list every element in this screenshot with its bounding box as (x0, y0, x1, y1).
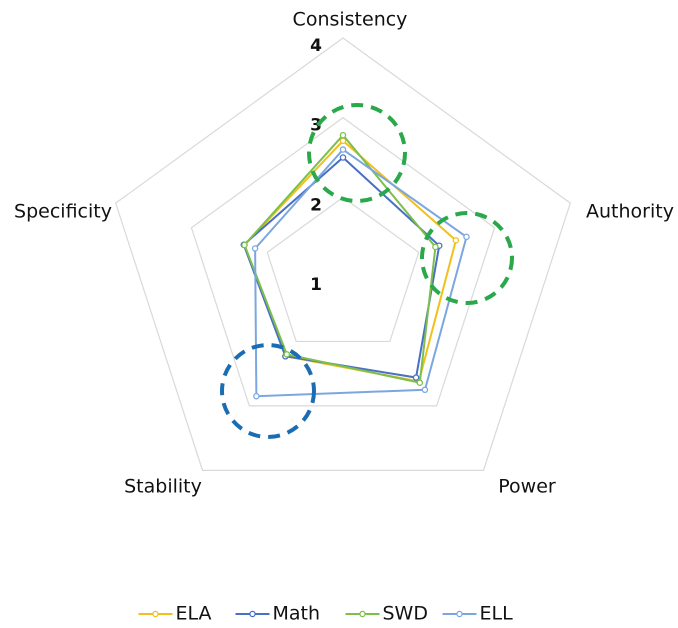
marker (463, 233, 470, 241)
plot: 1 2 3 4 Consistency Authority Power Stability Sp… (14, 9, 674, 625)
marker (421, 386, 429, 394)
marker (251, 245, 259, 252)
highlight-circle (307, 103, 407, 203)
y-tick-label: 2 (310, 195, 322, 215)
annotations (220, 103, 514, 439)
y-tick-label: 4 (310, 36, 322, 56)
legend-marker (456, 610, 463, 618)
series-line (243, 133, 437, 384)
marker (416, 379, 424, 386)
legend-marker (152, 610, 159, 618)
grid-line (190, 116, 496, 407)
axis-label: Consistency (293, 9, 408, 31)
marker (412, 374, 420, 381)
legend-label: ELA (176, 603, 212, 625)
marker (241, 241, 248, 249)
axis-label: Authority (586, 201, 674, 223)
legend-label: ELL (480, 603, 514, 625)
legend-marker (249, 610, 256, 618)
marker (253, 392, 260, 400)
marker (283, 351, 291, 358)
highlight-circle (220, 343, 316, 439)
highlight-circle (420, 211, 514, 305)
axis-label: Stability (124, 476, 202, 498)
marker (339, 146, 347, 153)
y-tick-label: 3 (310, 116, 322, 136)
marker (339, 131, 347, 139)
axis-label: Power (498, 476, 556, 498)
series-line (254, 148, 468, 398)
marker (452, 237, 460, 244)
grid-line (114, 37, 572, 471)
legend-label: Math (273, 603, 321, 625)
y-tick-label: 1 (310, 275, 322, 295)
grid-line (266, 196, 420, 343)
marker (432, 243, 439, 251)
legend-marker (359, 610, 366, 618)
marker (339, 154, 347, 161)
axis-label: Specificity (14, 201, 112, 223)
legend-label: SWD (383, 603, 428, 625)
